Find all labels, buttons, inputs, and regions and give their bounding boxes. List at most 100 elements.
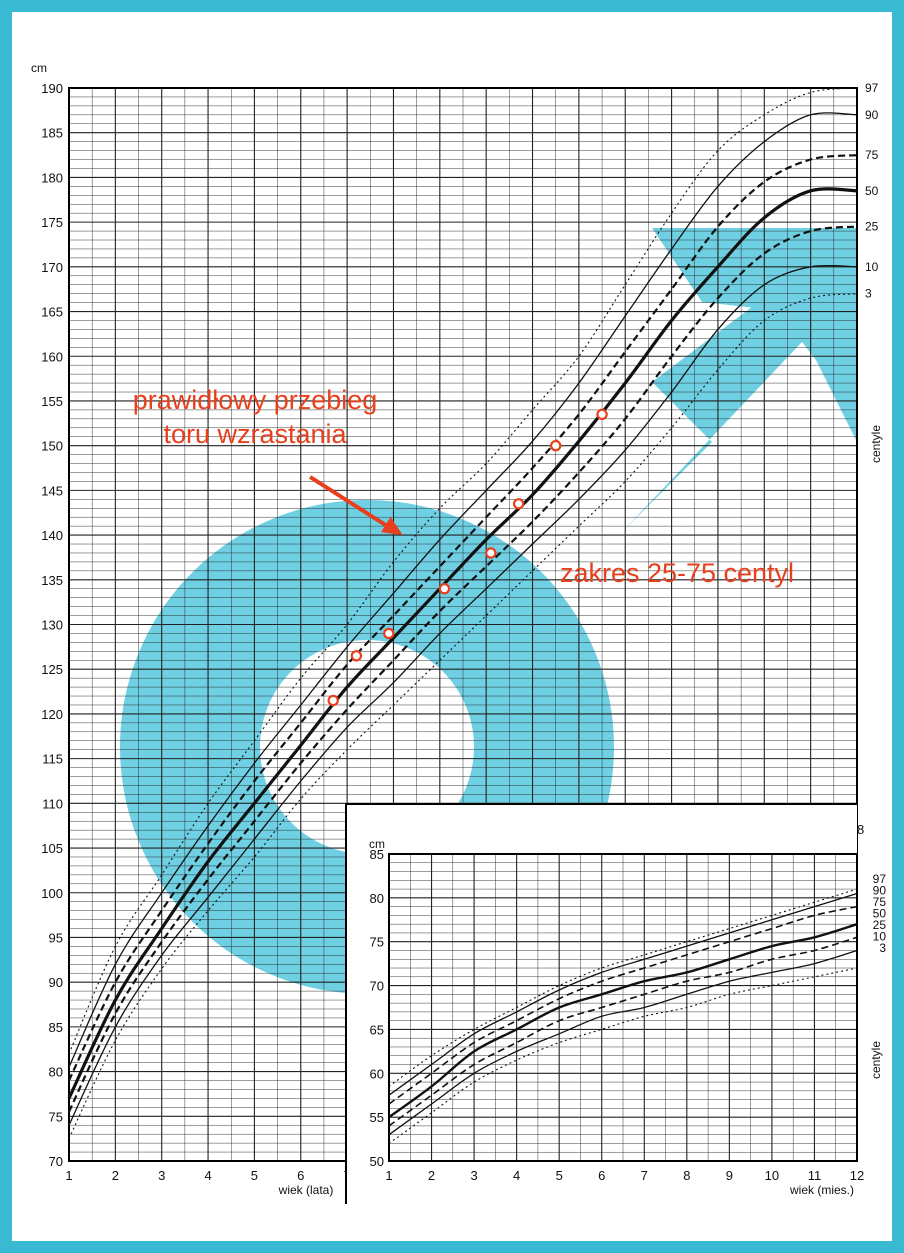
annotation-range: zakres 25-75 centyl (560, 558, 794, 588)
measurement-point (350, 650, 363, 662)
y-axis-unit: cm (31, 61, 47, 75)
x-tick-label: 9 (726, 1168, 733, 1183)
y-tick-label: 150 (41, 439, 63, 454)
x-tick-label: 4 (204, 1168, 211, 1183)
y-tick-label: 75 (49, 1109, 63, 1124)
inset-plot-frame (388, 853, 858, 1162)
y-tick-label: 155 (41, 394, 63, 409)
centile-label: 10 (873, 930, 887, 944)
y-tick-label: 85 (49, 1020, 63, 1035)
y-tick-label: 105 (41, 841, 63, 856)
x-tick-label: 1 (65, 1168, 72, 1183)
x-tick-label: 3 (158, 1168, 165, 1183)
annotation-arrowhead (381, 516, 403, 536)
annotation-normal-course: toru wzrastania (163, 419, 347, 449)
x-tick-label: 1 (385, 1168, 392, 1183)
centile-label: 75 (865, 148, 879, 162)
x-tick-label: 5 (251, 1168, 258, 1183)
annotation-arrow (308, 475, 390, 529)
y-tick-label: 110 (42, 796, 63, 811)
watermark-arrow-shaft (532, 228, 857, 622)
growth-chart: 7075808590951001051101151201251301351401… (31, 61, 887, 1204)
y-tick-label: 90 (49, 975, 63, 990)
y-tick-label: 130 (41, 618, 63, 633)
centile-label: 97 (873, 872, 887, 886)
y-tick-label: 165 (41, 305, 63, 320)
centile-label: 75 (873, 895, 887, 909)
y-tick-label: 70 (370, 979, 384, 994)
y-tick-label: 135 (41, 573, 63, 588)
centile-label: 50 (865, 184, 879, 198)
measurement-point (327, 694, 339, 707)
centile-label: 10 (865, 260, 879, 274)
x-axis-title: wiek (lata) (278, 1183, 334, 1197)
x-tick-label: 12 (850, 1168, 864, 1183)
measurement-point (438, 583, 451, 595)
measurement-point (512, 498, 525, 510)
y-tick-label: 115 (42, 752, 63, 767)
x-tick-label: 5 (556, 1168, 563, 1183)
centile-curve-97 (388, 888, 858, 1087)
measurement-point (550, 439, 562, 452)
centile-label: 90 (873, 884, 887, 898)
y-tick-label: 160 (41, 349, 63, 364)
centile-label: 90 (865, 108, 879, 122)
x-tick-label: 6 (297, 1168, 304, 1183)
y-tick-label: 140 (41, 528, 63, 543)
y-tick-label: 60 (370, 1066, 384, 1081)
centile-curve-25 (388, 936, 858, 1127)
inset-border (345, 803, 857, 1204)
x-tick-label: 6 (598, 1168, 605, 1183)
x-tick-label: 8 (683, 1168, 690, 1183)
x-axis-title: wiek (mies.) (789, 1183, 854, 1197)
y-tick-label: 50 (370, 1154, 384, 1169)
centile-curve-10 (68, 264, 858, 1126)
chart-paper: 70 75 80 85 90 95 100 105 110 115 120 125 130 135 140 1… (12, 12, 892, 1241)
y-tick-label: 120 (41, 707, 63, 722)
centile-curve-50 (67, 187, 858, 1100)
y-tick-label: 80 (49, 1065, 63, 1080)
centile-curve-97 (68, 87, 858, 1054)
y-tick-label: 145 (41, 483, 63, 498)
measurement-point (485, 547, 497, 559)
y-tick-label: 70 (49, 1154, 63, 1169)
centile-label: 97 (865, 81, 879, 95)
centile-label: 25 (865, 220, 879, 234)
x-tick-label: 3 (470, 1168, 477, 1183)
y-tick-label: 125 (41, 662, 63, 677)
y-tick-label: 180 (41, 170, 63, 185)
centile-label: 25 (873, 918, 887, 932)
centile-label: 3 (865, 287, 872, 301)
centile-label: 3 (879, 941, 886, 955)
y-tick-label: 185 (41, 126, 63, 141)
y-tick-label: 85 (370, 847, 384, 862)
side-label: centyle (869, 425, 883, 463)
x-tick-label: 4 (513, 1168, 520, 1183)
centile-curve-3 (388, 967, 858, 1144)
y-tick-label: 170 (41, 260, 63, 275)
centile-curve-90 (68, 112, 858, 1068)
x-tick-label: 11 (808, 1168, 822, 1183)
centile-curve-75 (388, 905, 858, 1105)
x-tick-label: 2 (428, 1168, 435, 1183)
y-axis-unit: cm (369, 837, 385, 851)
centile-label: 50 (873, 907, 887, 921)
annotation-normal-course: prawidłowy przebieg (133, 385, 378, 415)
y-tick-label: 65 (370, 1022, 384, 1037)
centile-curve-10 (388, 949, 858, 1136)
y-tick-label: 190 (41, 81, 63, 96)
y-tick-label: 80 (370, 891, 384, 906)
x-tick-label: 10 (765, 1168, 779, 1183)
y-tick-label: 95 (49, 930, 63, 945)
y-tick-label: 55 (370, 1110, 384, 1125)
y-tick-label: 100 (41, 886, 63, 901)
centile-curve-90 (388, 892, 858, 1096)
y-tick-label: 175 (41, 215, 63, 230)
side-label: centyle (869, 1041, 883, 1079)
measurement-point (596, 408, 608, 421)
centile-curve-50 (388, 923, 858, 1119)
centile-curve-25 (68, 225, 858, 1113)
measurement-point (383, 627, 395, 640)
y-tick-label: 75 (370, 935, 384, 950)
x-tick-label: 7 (641, 1168, 648, 1183)
